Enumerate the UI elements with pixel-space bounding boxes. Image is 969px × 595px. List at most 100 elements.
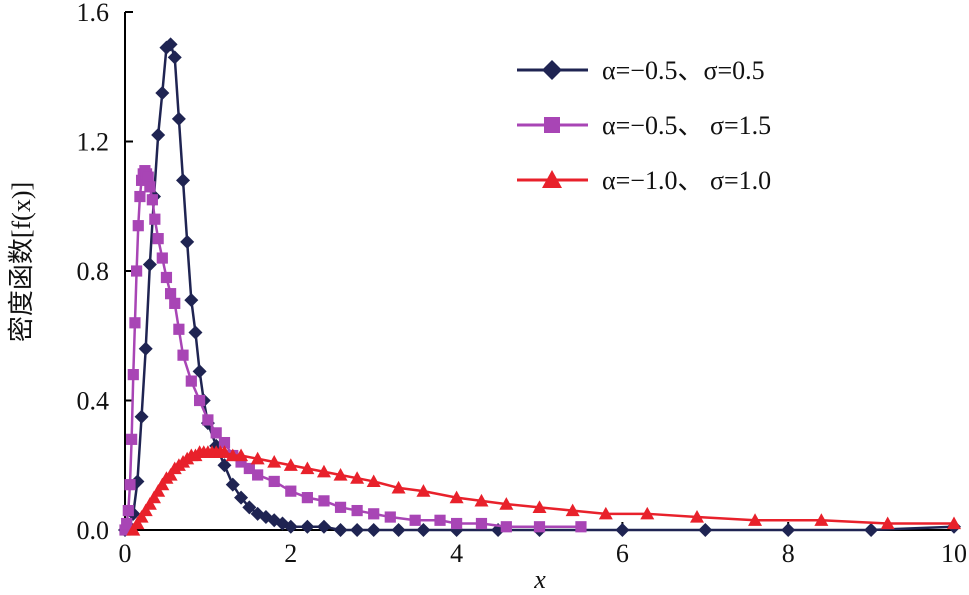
legend-marker bbox=[544, 117, 560, 133]
data-point bbox=[283, 519, 298, 534]
data-point bbox=[235, 456, 247, 468]
data-point bbox=[598, 506, 613, 520]
data-point bbox=[499, 497, 514, 510]
data-point bbox=[130, 516, 145, 530]
data-point bbox=[134, 510, 149, 523]
legend-item-3: α=−1.0、 σ=1.0 bbox=[517, 166, 771, 195]
data-point bbox=[285, 485, 297, 497]
y-tick-label: 1.6 bbox=[77, 0, 110, 27]
data-point bbox=[146, 194, 158, 206]
data-point bbox=[283, 458, 298, 471]
data-point bbox=[155, 477, 170, 491]
data-point bbox=[384, 511, 396, 523]
data-point bbox=[781, 523, 796, 537]
data-point bbox=[814, 513, 829, 526]
data-point bbox=[748, 513, 763, 526]
data-point bbox=[316, 519, 331, 534]
data-point bbox=[947, 516, 961, 530]
data-point bbox=[300, 461, 315, 475]
series-3 bbox=[126, 445, 961, 536]
data-point bbox=[184, 293, 199, 308]
series-line bbox=[124, 42, 955, 532]
legend-marker bbox=[542, 170, 562, 188]
data-point bbox=[194, 394, 206, 407]
data-point bbox=[210, 427, 222, 439]
data-point bbox=[142, 497, 157, 510]
series-layer bbox=[118, 37, 961, 537]
data-point bbox=[142, 257, 157, 272]
data-point bbox=[134, 409, 149, 424]
data-point bbox=[316, 464, 331, 478]
legend-label: α=−1.0、 σ=1.0 bbox=[602, 166, 771, 195]
x-tick-label: 0 bbox=[119, 539, 132, 568]
data-point bbox=[575, 521, 587, 533]
y-axis-title: 密度函数[f(x)] bbox=[7, 182, 36, 342]
data-point bbox=[144, 181, 156, 193]
data-point bbox=[218, 436, 231, 449]
x-tick-label: 8 bbox=[782, 539, 795, 568]
data-point bbox=[366, 523, 381, 537]
data-point bbox=[129, 317, 141, 329]
data-point bbox=[334, 501, 347, 513]
legend: α=−0.5、σ=0.5 α=−0.5、 σ=1.5 α=−1.0、 σ=1.0 bbox=[517, 56, 771, 195]
data-point bbox=[164, 288, 177, 300]
data-point bbox=[475, 517, 488, 530]
data-point bbox=[180, 234, 195, 249]
data-point bbox=[368, 508, 380, 520]
data-point bbox=[615, 523, 630, 537]
data-point bbox=[217, 445, 232, 458]
data-point bbox=[138, 503, 153, 517]
data-point bbox=[416, 484, 431, 497]
legend-marker bbox=[542, 60, 562, 80]
x-tick-label: 2 bbox=[284, 539, 297, 568]
data-point bbox=[333, 523, 348, 537]
data-point bbox=[318, 495, 330, 507]
series-2 bbox=[119, 165, 587, 536]
data-point bbox=[243, 462, 255, 475]
data-point bbox=[391, 523, 406, 537]
data-point bbox=[126, 433, 138, 445]
data-point bbox=[188, 325, 203, 340]
legend-label: α=−0.5、 σ=1.5 bbox=[602, 111, 771, 140]
series-line bbox=[123, 167, 581, 531]
x-tick-label: 6 bbox=[616, 539, 629, 568]
data-point bbox=[185, 375, 197, 387]
data-point bbox=[155, 85, 170, 100]
data-point bbox=[532, 500, 547, 513]
data-point bbox=[391, 480, 406, 494]
data-point bbox=[169, 297, 181, 309]
x-axis-title: x bbox=[533, 565, 546, 594]
y-tick-label: 0.4 bbox=[77, 387, 110, 416]
data-point bbox=[131, 265, 143, 277]
series-1 bbox=[118, 37, 961, 537]
data-point bbox=[142, 171, 154, 183]
data-point bbox=[173, 323, 185, 335]
data-point bbox=[268, 475, 280, 488]
data-point bbox=[147, 490, 162, 504]
data-point bbox=[121, 517, 133, 530]
y-tick-label: 0.0 bbox=[77, 516, 110, 545]
data-point bbox=[132, 220, 144, 232]
data-point bbox=[177, 349, 189, 361]
data-point bbox=[135, 174, 148, 186]
data-point bbox=[156, 252, 168, 264]
data-point bbox=[333, 467, 348, 481]
data-point bbox=[217, 458, 232, 473]
data-point bbox=[126, 523, 141, 536]
data-point bbox=[134, 190, 146, 203]
data-point bbox=[301, 492, 313, 504]
data-point bbox=[151, 128, 166, 143]
data-point bbox=[880, 516, 895, 530]
legend-item-1: α=−0.5、σ=0.5 bbox=[517, 56, 765, 85]
data-point bbox=[350, 523, 365, 537]
y-tick-label: 0.8 bbox=[77, 257, 110, 286]
y-tick-label: 1.2 bbox=[77, 128, 110, 157]
data-point bbox=[234, 490, 249, 505]
data-point bbox=[533, 521, 546, 533]
data-point bbox=[351, 504, 363, 517]
data-point bbox=[242, 500, 257, 515]
data-point bbox=[124, 479, 136, 491]
data-point bbox=[151, 484, 166, 497]
legend-label: α=−0.5、σ=0.5 bbox=[602, 56, 765, 85]
data-point bbox=[565, 503, 580, 517]
